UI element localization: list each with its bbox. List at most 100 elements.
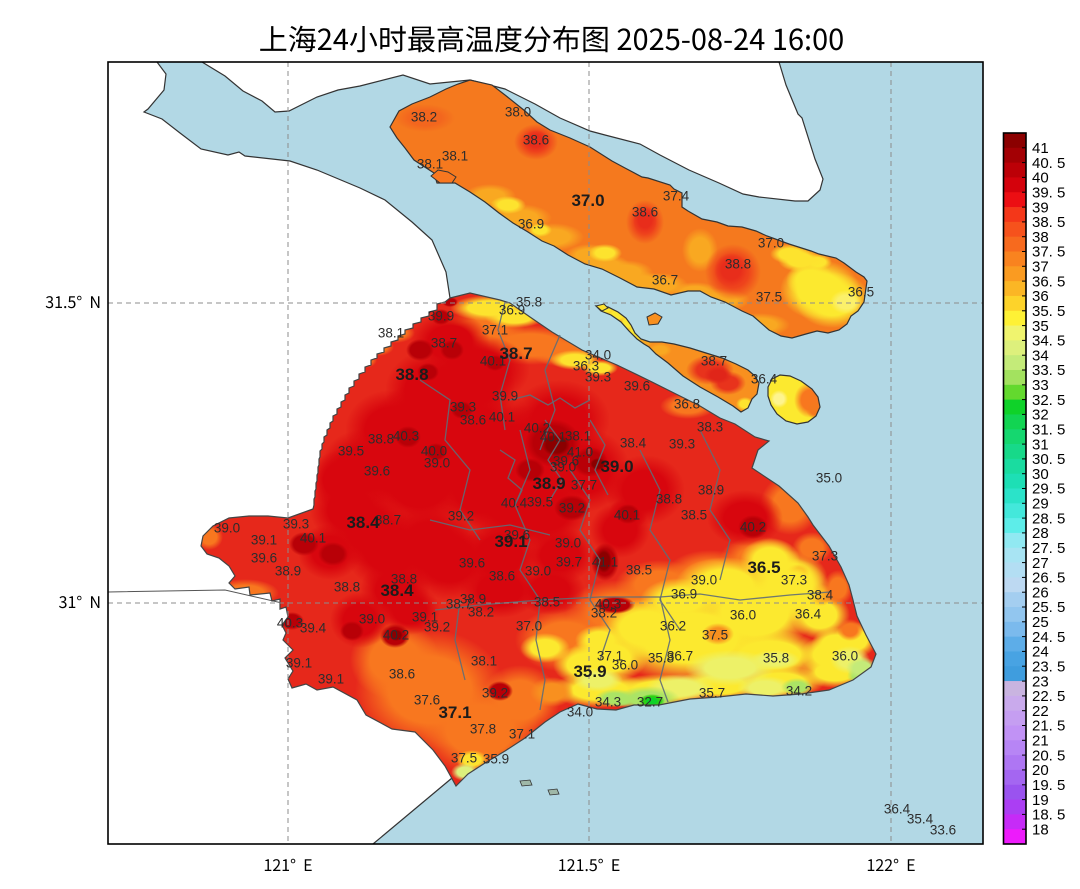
svg-text:40: 40 bbox=[1032, 170, 1049, 187]
svg-text:39.5: 39.5 bbox=[527, 495, 553, 510]
svg-text:39.0: 39.0 bbox=[555, 536, 581, 551]
svg-text:39.7: 39.7 bbox=[556, 555, 582, 570]
svg-text:36.0: 36.0 bbox=[832, 649, 858, 664]
svg-text:34.0: 34.0 bbox=[585, 348, 611, 363]
svg-text:38.5: 38.5 bbox=[534, 595, 560, 610]
svg-text:18: 18 bbox=[1032, 821, 1049, 838]
svg-text:39.0: 39.0 bbox=[359, 612, 385, 627]
svg-text:39.2: 39.2 bbox=[559, 501, 585, 516]
svg-text:38: 38 bbox=[1032, 229, 1049, 246]
svg-text:35.9: 35.9 bbox=[483, 752, 509, 767]
svg-text:23. 5: 23. 5 bbox=[1032, 659, 1065, 676]
svg-text:38.4: 38.4 bbox=[380, 581, 414, 600]
svg-text:39.2: 39.2 bbox=[482, 686, 508, 701]
svg-text:36.8: 36.8 bbox=[674, 397, 700, 412]
svg-text:36.2: 36.2 bbox=[660, 619, 686, 634]
svg-text:38.6: 38.6 bbox=[460, 413, 486, 428]
svg-text:38.6: 38.6 bbox=[523, 133, 549, 148]
svg-text:26: 26 bbox=[1032, 584, 1049, 601]
svg-text:28. 5: 28. 5 bbox=[1032, 510, 1065, 527]
svg-text:41: 41 bbox=[1032, 140, 1049, 157]
svg-text:21. 5: 21. 5 bbox=[1032, 718, 1065, 735]
svg-text:40.3: 40.3 bbox=[393, 429, 419, 444]
svg-text:35.8: 35.8 bbox=[763, 651, 789, 666]
svg-text:20. 5: 20. 5 bbox=[1032, 747, 1065, 764]
svg-text:36.5: 36.5 bbox=[848, 285, 874, 300]
svg-text:39.2: 39.2 bbox=[424, 620, 450, 635]
svg-text:38.9: 38.9 bbox=[698, 483, 724, 498]
svg-text:38.7: 38.7 bbox=[431, 336, 457, 351]
svg-text:32: 32 bbox=[1032, 407, 1049, 424]
svg-text:35.0: 35.0 bbox=[816, 471, 842, 486]
svg-text:35. 5: 35. 5 bbox=[1032, 303, 1065, 320]
svg-text:27: 27 bbox=[1032, 555, 1049, 572]
svg-text:37.1: 37.1 bbox=[438, 703, 471, 722]
svg-text:37.5: 37.5 bbox=[451, 751, 477, 766]
svg-text:23: 23 bbox=[1032, 673, 1049, 690]
svg-text:40. 5: 40. 5 bbox=[1032, 155, 1065, 172]
svg-text:36.5: 36.5 bbox=[747, 558, 780, 577]
svg-text:36.4: 36.4 bbox=[795, 607, 822, 622]
svg-text:39: 39 bbox=[1032, 199, 1049, 216]
svg-text:28: 28 bbox=[1032, 525, 1049, 542]
svg-text:30: 30 bbox=[1032, 466, 1049, 483]
svg-text:37.0: 37.0 bbox=[758, 236, 784, 251]
svg-text:38.9: 38.9 bbox=[460, 592, 486, 607]
svg-text:38.1: 38.1 bbox=[471, 654, 497, 669]
svg-text:39.0: 39.0 bbox=[600, 457, 633, 476]
svg-text:38.7: 38.7 bbox=[375, 513, 401, 528]
svg-text:38.1: 38.1 bbox=[565, 429, 591, 444]
svg-text:38.4: 38.4 bbox=[346, 513, 380, 532]
svg-text:39.6: 39.6 bbox=[364, 464, 390, 479]
svg-text:29. 5: 29. 5 bbox=[1032, 481, 1065, 498]
svg-text:38.9: 38.9 bbox=[275, 564, 301, 579]
svg-text:39.0: 39.0 bbox=[691, 573, 717, 588]
svg-text:33. 5: 33. 5 bbox=[1032, 362, 1065, 379]
svg-text:36.9: 36.9 bbox=[518, 217, 544, 232]
svg-text:31. 5: 31. 5 bbox=[1032, 421, 1065, 438]
svg-text:39.0: 39.0 bbox=[525, 564, 551, 579]
svg-text:39.0: 39.0 bbox=[424, 456, 450, 471]
svg-text:38.3: 38.3 bbox=[697, 420, 723, 435]
svg-text:34. 5: 34. 5 bbox=[1032, 333, 1065, 350]
svg-text:37: 37 bbox=[1032, 259, 1049, 276]
svg-text:33: 33 bbox=[1032, 377, 1049, 394]
svg-text:38.4: 38.4 bbox=[807, 588, 834, 603]
svg-text:37.3: 37.3 bbox=[781, 573, 807, 588]
svg-text:39.1: 39.1 bbox=[251, 533, 277, 548]
svg-text:38.1: 38.1 bbox=[378, 326, 404, 341]
svg-text:34.3: 34.3 bbox=[595, 695, 621, 710]
svg-text:21: 21 bbox=[1032, 733, 1049, 750]
svg-text:36.9: 36.9 bbox=[671, 587, 697, 602]
svg-text:39.1: 39.1 bbox=[412, 610, 438, 625]
svg-text:40.2: 40.2 bbox=[524, 421, 550, 436]
svg-text:38.7: 38.7 bbox=[446, 597, 472, 612]
svg-text:40.1: 40.1 bbox=[480, 354, 506, 369]
svg-text:38.8: 38.8 bbox=[725, 257, 751, 272]
svg-text:35.8: 35.8 bbox=[648, 651, 674, 666]
svg-text:38.6: 38.6 bbox=[632, 205, 658, 220]
svg-text:38.8: 38.8 bbox=[334, 580, 360, 595]
svg-text:30. 5: 30. 5 bbox=[1032, 451, 1065, 468]
svg-text:19: 19 bbox=[1032, 792, 1049, 809]
svg-text:38.6: 38.6 bbox=[389, 667, 415, 682]
svg-text:40.4: 40.4 bbox=[501, 496, 528, 511]
svg-text:38.9: 38.9 bbox=[532, 474, 565, 493]
svg-text:40.2: 40.2 bbox=[740, 520, 766, 535]
svg-text:39.6: 39.6 bbox=[251, 551, 277, 566]
svg-text:37.8: 37.8 bbox=[470, 722, 496, 737]
svg-text:18. 5: 18. 5 bbox=[1032, 807, 1065, 824]
svg-text:38. 5: 38. 5 bbox=[1032, 214, 1065, 231]
svg-text:31: 31 bbox=[1032, 436, 1049, 453]
svg-text:36: 36 bbox=[1032, 288, 1049, 305]
svg-text:39.1: 39.1 bbox=[318, 672, 344, 687]
svg-text:38.8: 38.8 bbox=[391, 572, 417, 587]
svg-text:38.2: 38.2 bbox=[591, 606, 617, 621]
svg-text:36.0: 36.0 bbox=[730, 608, 756, 623]
svg-text:27. 5: 27. 5 bbox=[1032, 540, 1065, 557]
svg-text:39.1: 39.1 bbox=[286, 656, 312, 671]
svg-text:39.9: 39.9 bbox=[492, 389, 518, 404]
svg-text:40.1: 40.1 bbox=[489, 410, 515, 425]
svg-text:37.0: 37.0 bbox=[516, 619, 542, 634]
svg-text:34.0: 34.0 bbox=[567, 705, 593, 720]
